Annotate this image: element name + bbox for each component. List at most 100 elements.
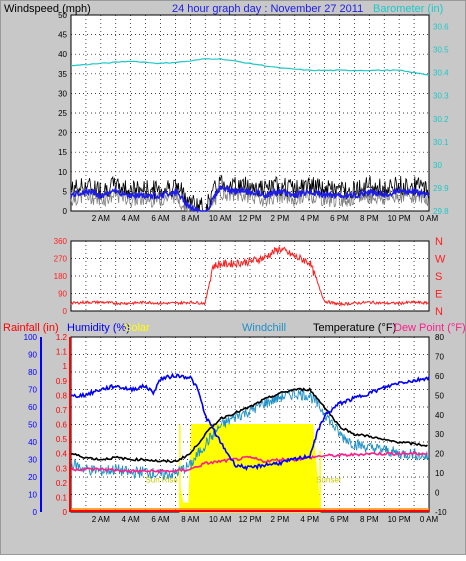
- temperature-axis-title: Temperature (°F): [313, 322, 396, 334]
- y-tick-label-windspeed: 25: [58, 109, 67, 118]
- y-tick-label-rainfall: 0: [63, 508, 68, 517]
- y-tick-label-direction: 270: [54, 255, 68, 264]
- y-tick-label-windspeed: 10: [58, 168, 67, 177]
- y-tick-label-direction: 180: [54, 272, 68, 281]
- wind-average-line: [70, 184, 430, 214]
- y-tick-label-direction: 90: [58, 290, 67, 299]
- y-tick-label-temperature: 70: [435, 352, 444, 361]
- y-tick-label-windspeed: 30: [58, 89, 67, 98]
- x-tick-label: 6 PM: [330, 214, 349, 223]
- x-tick-label: 6 AM: [151, 214, 170, 223]
- wind-axes: 2 AM 4 AM 6 AM 8 AM 10 AM 12 PM 2 PM 4 PM 6 PM 8 …: [58, 11, 449, 223]
- y-tick-label-temperature: 10: [435, 469, 444, 478]
- y-tick-label-temperature: 0: [435, 489, 440, 498]
- y-tick-label-temperature: -10: [435, 508, 447, 517]
- y-tick-label-humidity: 100: [24, 333, 38, 342]
- y-tick-label-humidity: 90: [28, 351, 37, 360]
- y-tick-label-rainfall: 1: [63, 362, 68, 371]
- y-tick-label-humidity: 40: [28, 438, 37, 447]
- y-tick-label-humidity: 10: [28, 491, 37, 500]
- humidity-axis-title: Humidity (%): [67, 322, 130, 334]
- y-tick-label-windspeed: 45: [58, 31, 67, 40]
- y-tick-label-windspeed: 35: [58, 70, 67, 79]
- x-tick-label: 10 AM: [209, 515, 232, 524]
- y-tick-label-humidity: 20: [28, 473, 37, 482]
- y-tick-label-barometer: 30: [433, 161, 442, 170]
- y-tick-label-direction: 0: [63, 307, 68, 316]
- y-tick-label-windspeed: 15: [58, 148, 67, 157]
- chart-title: 24 hour graph day : November 27 2011: [172, 3, 363, 15]
- x-tick-label: 4 PM: [300, 515, 319, 524]
- compass-label: W: [435, 254, 446, 266]
- y-tick-label-rainfall: 0.5: [56, 435, 68, 444]
- dewpoint-axis-title: Dew Point (°F): [394, 322, 466, 334]
- x-tick-label: 4 PM: [300, 214, 319, 223]
- y-tick-label-windspeed: 5: [63, 187, 68, 196]
- y-tick-label-humidity: 70: [28, 386, 37, 395]
- weather-series-group: Sun Rise Sunset: [70, 372, 430, 513]
- x-tick-label: 10 PM: [388, 214, 411, 223]
- x-tick-label: 12 PM: [238, 214, 261, 223]
- dewpoint-line: [70, 451, 428, 474]
- y-tick-label-windspeed: 50: [58, 11, 67, 20]
- x-tick-label: 0 AM: [420, 515, 439, 524]
- x-tick-label: 8 AM: [181, 214, 200, 223]
- y-tick-label-rainfall: 1.1: [56, 348, 68, 357]
- y-tick-label-barometer: 30.1: [433, 138, 449, 147]
- y-tick-label-temperature: 40: [435, 411, 444, 420]
- y-tick-label-rainfall: 0.9: [56, 377, 68, 386]
- x-tick-label: 10 AM: [209, 214, 232, 223]
- y-tick-label-rainfall: 0.2: [56, 479, 68, 488]
- wind-plot-grid: [71, 15, 429, 211]
- y-tick-label-barometer: 30.3: [433, 92, 449, 101]
- x-tick-label: 2 AM: [92, 214, 111, 223]
- x-tick-label: 8 PM: [360, 515, 379, 524]
- humidity-line: [70, 372, 430, 472]
- y-tick-label-temperature: 80: [435, 333, 444, 342]
- weather-axes: 2 AM 4 AM 6 AM 8 AM 10 AM 12 PM 2 PM 4 PM 6 PM 8 …: [24, 333, 447, 524]
- y-tick-label-humidity: 0: [33, 508, 38, 517]
- x-tick-label: 0 AM: [420, 214, 439, 223]
- barometer-line: [70, 57, 430, 76]
- x-tick-label: 2 PM: [270, 214, 289, 223]
- y-tick-label-barometer: 30.5: [433, 46, 449, 55]
- windchill-axis-title: Windchill: [242, 322, 286, 334]
- y-tick-label-windspeed: 0: [63, 207, 68, 216]
- y-tick-label-rainfall: 0.6: [56, 421, 68, 430]
- y-tick-label-temperature: 30: [435, 430, 444, 439]
- y-tick-label-rainfall: 0.7: [56, 406, 68, 415]
- windspeed-axis-title: Windspeed (mph): [4, 3, 91, 15]
- direction-series-group: [70, 245, 429, 307]
- y-tick-label-barometer: 30.2: [433, 115, 449, 124]
- y-tick-label-rainfall: 0.3: [56, 464, 68, 473]
- y-tick-label-humidity: 80: [28, 368, 37, 377]
- wind-series-group: [70, 57, 430, 214]
- y-tick-label-rainfall: 0.4: [56, 450, 68, 459]
- y-tick-label-temperature: 60: [435, 372, 444, 381]
- rainfall-axis-title: Rainfall (in): [3, 322, 59, 334]
- x-tick-label: 6 PM: [330, 515, 349, 524]
- x-tick-label: 4 AM: [122, 515, 141, 524]
- wind-direction-line: [70, 245, 429, 307]
- x-tick-label: 12 PM: [238, 515, 261, 524]
- solar-axis-title: Solar: [124, 322, 150, 334]
- compass-label: N: [435, 306, 443, 318]
- sunrise-label: Sun Rise: [145, 475, 178, 484]
- y-tick-label-barometer: 30.4: [433, 69, 449, 78]
- compass-label: E: [435, 289, 442, 301]
- x-tick-label: 8 PM: [360, 214, 379, 223]
- temperature-line: [70, 387, 428, 464]
- y-tick-label-rainfall: 0.8: [56, 391, 68, 400]
- y-tick-label-windspeed: 20: [58, 129, 67, 138]
- y-tick-label-direction: 360: [54, 237, 68, 246]
- sunset-label: Sunset: [316, 475, 342, 484]
- x-tick-label: 2 PM: [270, 515, 289, 524]
- y-tick-label-humidity: 60: [28, 403, 37, 412]
- y-tick-label-rainfall: 0.1: [56, 493, 68, 502]
- y-tick-label-temperature: 50: [435, 391, 444, 400]
- x-tick-label: 6 AM: [151, 515, 170, 524]
- x-tick-label: 10 PM: [388, 515, 411, 524]
